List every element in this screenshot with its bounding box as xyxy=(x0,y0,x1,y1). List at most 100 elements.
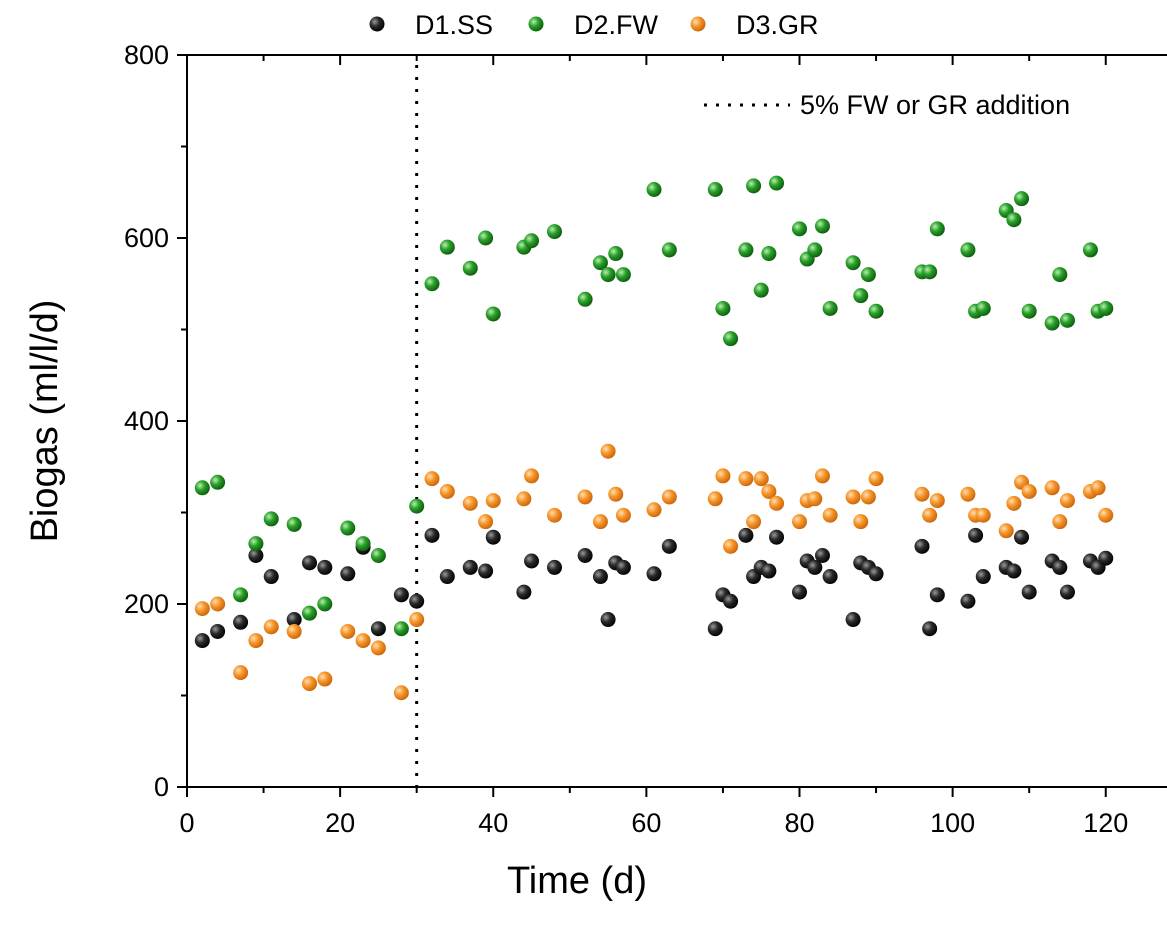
data-point xyxy=(233,614,249,630)
data-point xyxy=(960,593,976,609)
y-tick-label: 800 xyxy=(124,40,169,70)
data-point xyxy=(478,230,494,246)
data-point xyxy=(577,548,593,564)
data-point xyxy=(1052,514,1068,530)
x-tick-label: 120 xyxy=(1083,808,1128,838)
points-layer xyxy=(194,175,1114,701)
data-point xyxy=(661,489,677,505)
data-point xyxy=(792,584,807,600)
x-tick-label: 0 xyxy=(179,808,194,838)
data-point xyxy=(592,514,608,530)
data-point xyxy=(547,559,562,575)
data-point xyxy=(822,300,838,316)
data-point xyxy=(1082,242,1098,258)
data-point xyxy=(807,242,823,258)
data-point xyxy=(738,242,754,258)
data-point xyxy=(302,676,317,692)
x-tick-label: 40 xyxy=(478,808,508,838)
data-point xyxy=(1098,550,1114,566)
data-point xyxy=(746,514,762,530)
data-point xyxy=(355,536,371,552)
data-point xyxy=(968,527,984,543)
data-point xyxy=(814,218,830,234)
data-point xyxy=(409,498,425,514)
data-point xyxy=(761,246,777,262)
data-point xyxy=(485,529,501,545)
data-point xyxy=(194,601,210,617)
data-point xyxy=(608,486,624,502)
data-point xyxy=(317,671,333,687)
x-tick-label: 80 xyxy=(784,808,814,838)
series-d3-gr xyxy=(194,443,1114,701)
legend-item: D3.GR xyxy=(690,10,819,40)
data-point xyxy=(1059,312,1075,328)
x-tick-label: 60 xyxy=(631,808,661,838)
data-point xyxy=(1052,267,1068,283)
legend-label: D3.GR xyxy=(736,10,819,40)
data-point xyxy=(1090,480,1106,496)
data-point xyxy=(248,633,264,649)
legend-label: D2.FW xyxy=(574,10,659,40)
data-point xyxy=(424,471,440,487)
data-point xyxy=(922,507,938,523)
data-point xyxy=(210,596,226,612)
data-point xyxy=(393,621,409,637)
axes-layer: 0 20 40 60 80 100 120 0 200 400 600 800 xyxy=(124,40,1167,838)
data-point xyxy=(439,483,455,499)
data-point xyxy=(845,489,861,505)
axis-labels: Time (d) Biogas (ml/l/d) xyxy=(24,300,647,902)
data-point xyxy=(1098,507,1114,523)
data-point xyxy=(600,612,616,628)
data-point xyxy=(615,507,631,523)
data-point xyxy=(516,491,532,507)
data-point xyxy=(393,587,409,603)
data-point xyxy=(286,623,302,639)
data-point xyxy=(929,221,945,237)
data-point xyxy=(929,493,945,509)
data-point xyxy=(868,303,884,319)
data-point xyxy=(814,548,830,564)
data-point xyxy=(860,267,876,283)
data-point xyxy=(409,593,425,609)
data-point xyxy=(210,474,226,490)
data-point xyxy=(646,182,662,198)
y-tick-label: 400 xyxy=(124,406,169,436)
data-point xyxy=(661,242,677,258)
y-tick-label: 600 xyxy=(124,223,169,253)
data-point xyxy=(194,633,210,649)
data-point xyxy=(792,221,807,237)
data-point xyxy=(929,587,945,603)
data-point xyxy=(600,443,616,459)
data-point xyxy=(317,559,333,575)
data-point xyxy=(646,566,662,582)
data-point xyxy=(1021,584,1037,600)
data-point xyxy=(746,178,762,194)
data-point xyxy=(723,538,739,554)
x-axis-title: Time (d) xyxy=(507,860,647,902)
data-point xyxy=(707,182,723,198)
data-point xyxy=(592,569,608,585)
data-point xyxy=(1006,563,1022,579)
data-point xyxy=(1014,529,1030,545)
y-tick-label: 0 xyxy=(154,772,169,802)
x-tick-label: 100 xyxy=(930,808,975,838)
data-point xyxy=(485,493,501,509)
data-point xyxy=(723,593,739,609)
data-point xyxy=(868,566,884,582)
data-point xyxy=(853,288,869,304)
data-point xyxy=(286,516,302,532)
data-point xyxy=(1044,480,1060,496)
data-point xyxy=(194,480,210,496)
data-point xyxy=(753,471,769,487)
data-point xyxy=(822,569,838,585)
data-point xyxy=(922,621,938,637)
data-point xyxy=(355,633,371,649)
data-point xyxy=(960,242,976,258)
legend-marker xyxy=(528,16,544,32)
data-point xyxy=(263,569,279,585)
data-point xyxy=(233,665,249,681)
legend-marker xyxy=(690,16,706,32)
data-point xyxy=(1014,191,1030,207)
data-point xyxy=(738,471,754,487)
data-point xyxy=(975,569,991,585)
